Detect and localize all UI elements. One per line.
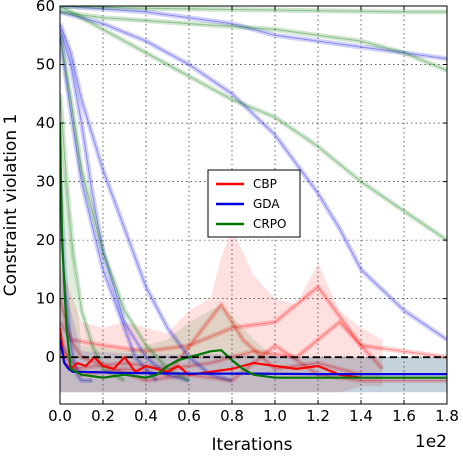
cbp-run <box>60 321 383 370</box>
x-axis-label: Iterations <box>212 435 293 455</box>
x-tick-label: 1.0 <box>263 407 287 425</box>
cbp-run-band <box>60 319 385 372</box>
x-tick-label: 0.2 <box>91 407 115 425</box>
crpo-run-band <box>60 93 126 383</box>
cbp-mean-line <box>60 327 362 379</box>
crpo-run-band <box>60 6 447 243</box>
gda-run <box>60 11 447 341</box>
y-tick-label: 30 <box>36 173 55 191</box>
x-tick-label: 1.8 <box>435 407 459 425</box>
data-layer <box>60 6 447 393</box>
crpo-run <box>60 6 447 241</box>
crpo-mean-line <box>60 123 447 379</box>
legend-label-gda: GDA <box>253 197 280 211</box>
crpo-run <box>60 11 447 71</box>
legend: CBP GDA CRPO <box>207 169 301 238</box>
gda-band <box>60 269 447 393</box>
legend-label-crpo: CRPO <box>253 217 286 231</box>
crpo-run-band <box>60 34 191 383</box>
gda-run-band <box>60 34 159 383</box>
cbp-run <box>60 286 447 358</box>
x-scale-label: 1e2 <box>415 432 447 452</box>
gda-run-band <box>60 9 447 342</box>
legend-label-cbp: CBP <box>253 177 277 191</box>
crpo-run-band <box>60 6 447 15</box>
crpo-run <box>60 35 190 382</box>
gda-run <box>60 23 233 382</box>
y-tick-label: 10 <box>36 290 55 308</box>
gda-run <box>60 35 158 381</box>
x-tick-label: 1.2 <box>306 407 330 425</box>
x-tick-label: 1.4 <box>349 407 373 425</box>
crpo-run-band <box>60 9 447 73</box>
crpo-run <box>60 6 447 13</box>
y-axis-label: Constraint violation 1 <box>1 114 21 297</box>
x-tick-label: 1.6 <box>392 407 416 425</box>
cbp-band <box>60 228 383 393</box>
y-tick-label: 50 <box>36 56 55 74</box>
x-tick-label: 0.4 <box>134 407 158 425</box>
y-tick-label: 40 <box>36 114 55 132</box>
x-tick-label: 0.8 <box>220 407 244 425</box>
gda-mean-line <box>60 339 447 376</box>
ticks: 0.0 0.2 0.4 0.6 0.8 1.0 1.2 1.4 1.6 1.8 0 10 20 30 40 5… <box>36 0 459 425</box>
crpo-band <box>60 123 447 393</box>
gda-run <box>60 6 447 60</box>
cbp-run-band <box>60 284 447 360</box>
gda-run-band <box>60 22 233 384</box>
plot-frame <box>59 5 448 405</box>
crpo-run <box>60 93 125 382</box>
y-tick-label: 20 <box>36 231 55 249</box>
x-tick-label: 0.6 <box>177 407 201 425</box>
gda-run-band <box>60 6 447 62</box>
y-tick-label: 0 <box>45 348 55 366</box>
y-tick-label: 60 <box>36 0 55 15</box>
x-tick-label: 0.0 <box>48 407 72 425</box>
